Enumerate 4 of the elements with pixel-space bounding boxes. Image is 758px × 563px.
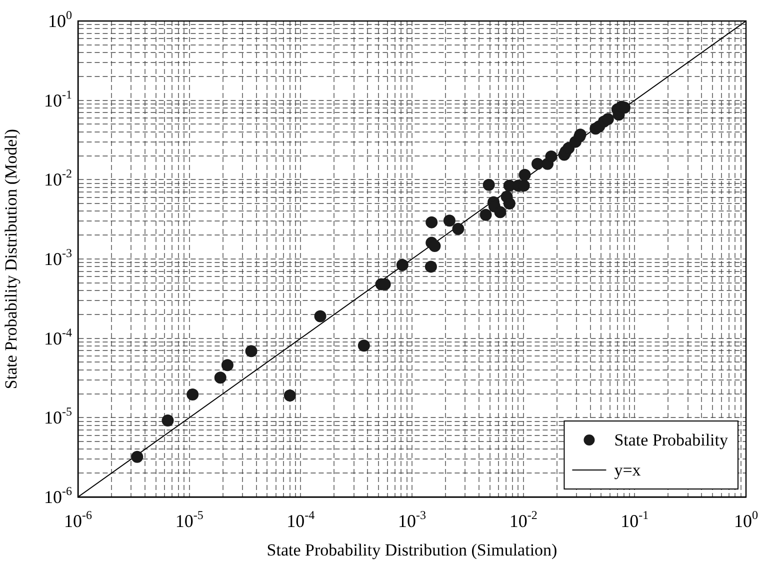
y-axis-title: State Probability Distribution (Model) [2, 128, 21, 390]
legend-label: y=x [614, 460, 642, 480]
x-axis-title: State Probability Distribution (Simulation) [266, 540, 558, 560]
legend-label: State Probability [614, 430, 728, 450]
